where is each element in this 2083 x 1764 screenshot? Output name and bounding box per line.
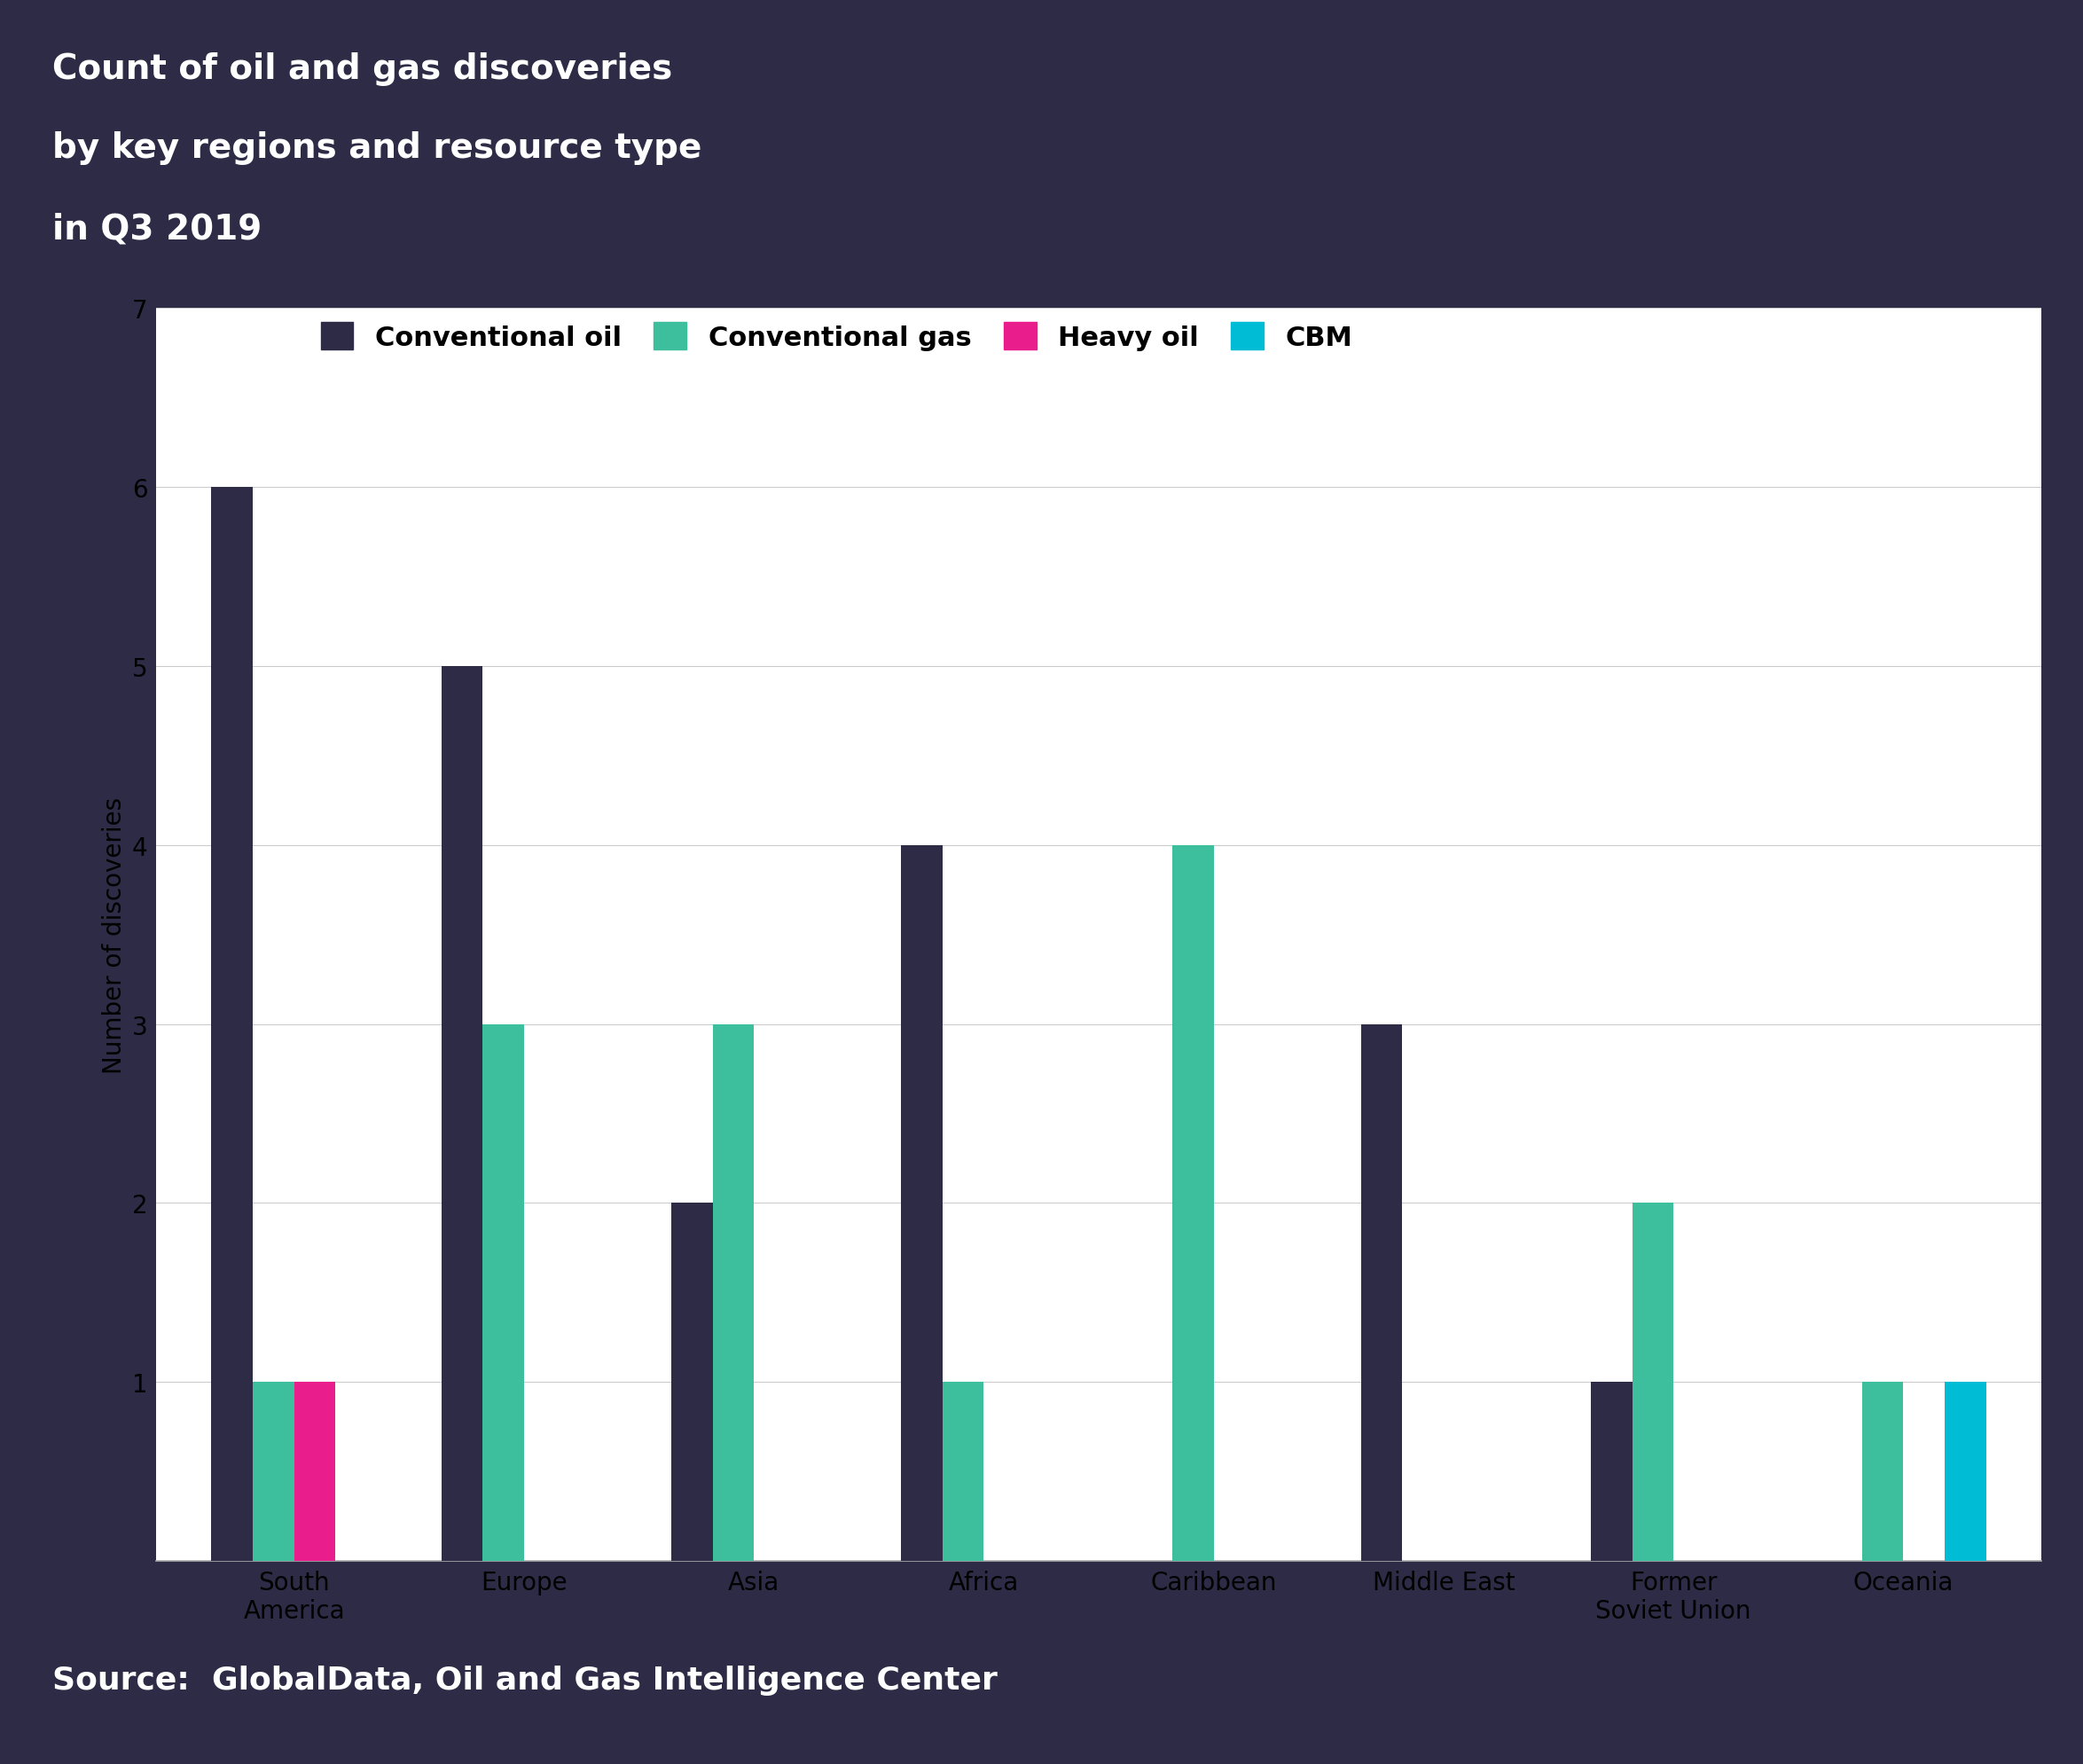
Text: Source:  GlobalData, Oil and Gas Intelligence Center: Source: GlobalData, Oil and Gas Intellig… — [52, 1665, 998, 1695]
Bar — [442, 667, 483, 1561]
Y-axis label: Number of discoveries: Number of discoveries — [102, 797, 127, 1073]
Bar — [712, 1025, 754, 1561]
Text: Count of oil and gas discoveries: Count of oil and gas discoveries — [52, 53, 673, 86]
Bar — [1633, 1203, 1673, 1561]
Bar — [1173, 845, 1214, 1561]
Bar — [1360, 1025, 1402, 1561]
Bar — [294, 1383, 335, 1561]
Bar — [1591, 1383, 1633, 1561]
Bar — [1946, 1383, 1987, 1561]
Bar — [252, 1383, 294, 1561]
Bar — [210, 487, 252, 1561]
Bar — [942, 1383, 983, 1561]
Bar — [902, 845, 942, 1561]
Bar — [1862, 1383, 1904, 1561]
Bar — [483, 1025, 525, 1561]
Text: by key regions and resource type: by key regions and resource type — [52, 131, 702, 164]
Bar — [671, 1203, 712, 1561]
Text: in Q3 2019: in Q3 2019 — [52, 212, 262, 247]
Legend: Conventional oil, Conventional gas, Heavy oil, CBM: Conventional oil, Conventional gas, Heav… — [321, 323, 1352, 351]
